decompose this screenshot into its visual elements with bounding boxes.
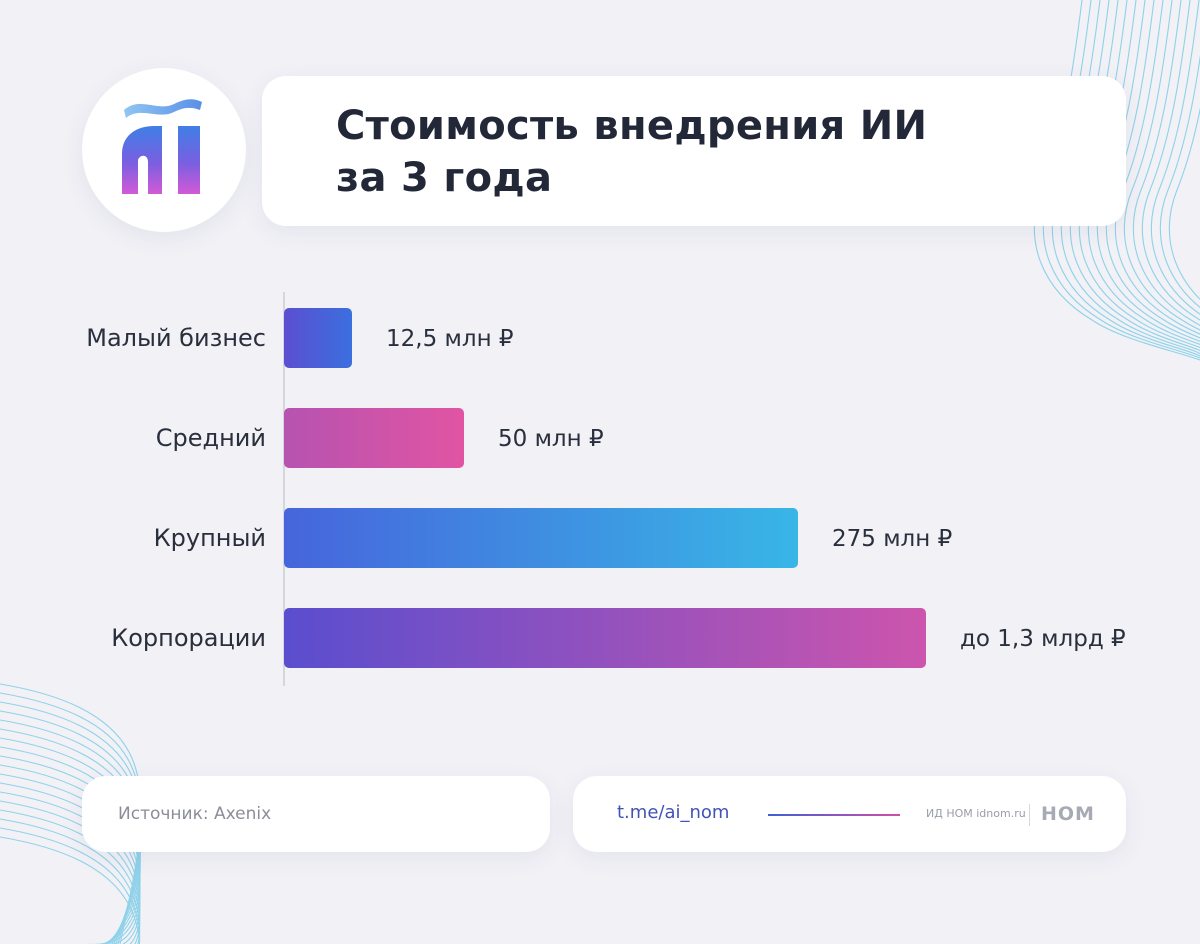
- bar-chart: Малый бизнес 12,5 млн ₽ Средний 50 млн ₽ Кру…: [86, 292, 1126, 686]
- title-line-2: за 3 года: [336, 155, 553, 201]
- bar-1: [284, 408, 464, 468]
- footer-divider: [1029, 804, 1030, 826]
- telegram-link[interactable]: t.me/ai_nom: [617, 802, 730, 823]
- logo-badge: [82, 68, 246, 232]
- category-label-2: Крупный: [154, 524, 266, 552]
- brand-logo: НОМ: [1041, 803, 1095, 825]
- publisher-label: ИД НОМ idnom.ru: [926, 807, 1026, 820]
- value-label-2: 275 млн ₽: [832, 526, 952, 552]
- category-label-0: Малый бизнес: [86, 324, 266, 352]
- footer-card: t.me/ai_nom ИД НОМ idnom.ru НОМ: [573, 776, 1126, 852]
- bar-2: [284, 508, 798, 568]
- value-label-3: до 1,3 млрд ₽: [960, 626, 1126, 652]
- category-label-1: Средний: [156, 424, 266, 452]
- page-title: Стоимость внедрения ИИ за 3 года: [336, 100, 927, 204]
- bar-3: [284, 608, 926, 668]
- value-label-1: 50 млн ₽: [498, 426, 604, 452]
- ai-logo-icon: [122, 99, 202, 194]
- footer-gradient-line: [768, 814, 900, 816]
- source-label: Источник: Axenix: [118, 804, 272, 824]
- category-label-3: Корпорации: [111, 624, 266, 652]
- bar-0: [284, 308, 352, 368]
- title-line-1: Стоимость внедрения ИИ: [336, 103, 928, 149]
- source-card: Источник: Axenix: [82, 776, 550, 852]
- title-card: Стоимость внедрения ИИ за 3 года: [262, 76, 1126, 226]
- value-label-0: 12,5 млн ₽: [386, 326, 514, 352]
